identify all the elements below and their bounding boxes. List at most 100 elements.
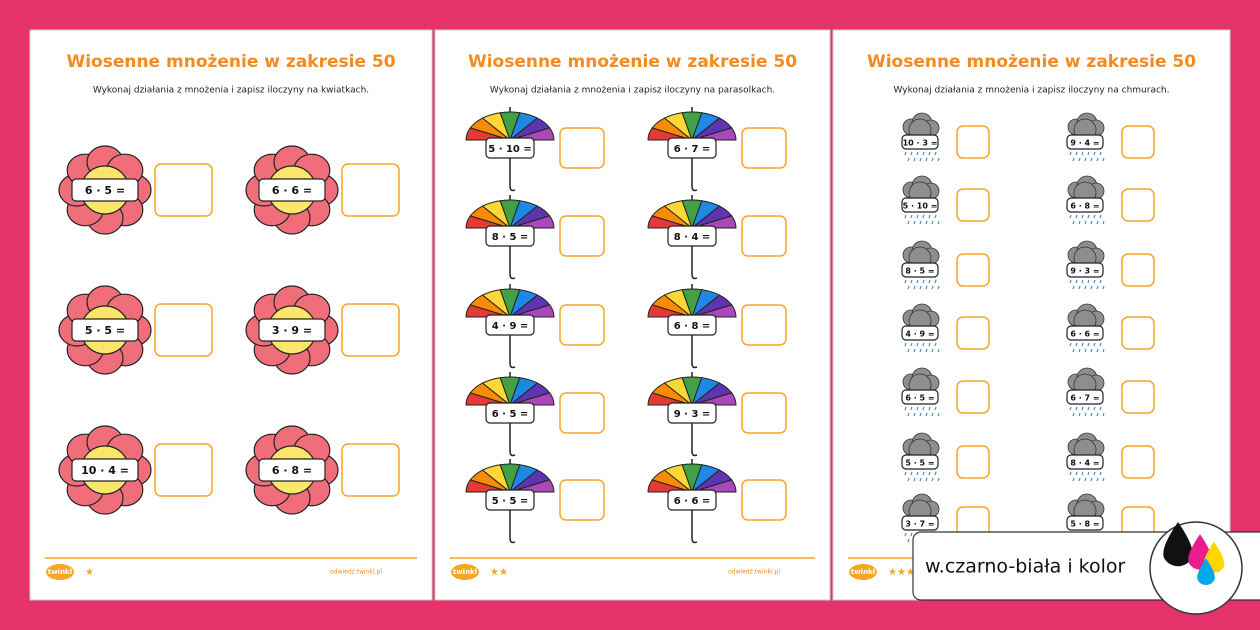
raindrop [1075, 279, 1078, 284]
equation: 5 · 5 = [492, 496, 529, 507]
equation: 9 · 3 = [1070, 267, 1099, 276]
raindrop [931, 157, 934, 162]
umbrella-panel [691, 127, 737, 141]
raindrop [904, 151, 907, 156]
equation-box [485, 225, 535, 247]
raindrop [916, 279, 919, 284]
equation: 10 · 4 = [81, 464, 129, 477]
umbrella-handle [509, 508, 516, 544]
raindrop [1090, 157, 1093, 162]
answer-box [1121, 316, 1155, 350]
raindrop [928, 214, 931, 219]
raindrop [1093, 406, 1096, 411]
answer-box [956, 380, 990, 414]
equation: 3 · 7 = [905, 520, 934, 529]
raindrop [910, 214, 913, 219]
raindrop [1072, 285, 1075, 290]
raindrop [1069, 279, 1072, 284]
raindrop [1084, 157, 1087, 162]
umbrella-handle [509, 333, 516, 369]
raindrop [1069, 342, 1072, 347]
raindrop [934, 151, 937, 156]
raindrop [931, 285, 934, 290]
instruction: Wykonaj działania z mnożenia i zapisz il… [894, 86, 1170, 96]
raindrop [913, 412, 916, 417]
equation: 9 · 3 = [674, 409, 711, 420]
raindrop [1078, 348, 1081, 353]
equation-box [1066, 389, 1104, 405]
raindrop [937, 157, 940, 162]
raindrop [1090, 477, 1093, 482]
raindrop [904, 471, 907, 476]
raindrop [925, 412, 928, 417]
equation: 6 · 5 = [492, 409, 529, 420]
answer-box [559, 392, 605, 434]
raindrop [922, 279, 925, 284]
equation-box [258, 178, 326, 202]
answer-box [154, 443, 213, 497]
equation-box [485, 402, 535, 424]
raindrop [928, 406, 931, 411]
equation: 6 · 5 = [85, 184, 125, 197]
answer-box [956, 253, 990, 287]
ink-drop [1163, 522, 1193, 567]
raindrop [937, 348, 940, 353]
equation: 5 · 8 = [1070, 520, 1099, 529]
raindrop [907, 157, 910, 162]
umbrella-panel [691, 392, 737, 406]
answer-box [559, 215, 605, 257]
umbrella-panel [691, 215, 737, 229]
equation: 5 · 10 = [488, 144, 532, 155]
raindrop [1069, 406, 1072, 411]
equation: 8 · 4 = [1070, 459, 1099, 468]
equation-box [901, 515, 939, 531]
equation-box [1066, 134, 1104, 150]
raindrop [1072, 412, 1075, 417]
answer-box [1121, 445, 1155, 479]
logo: twinkl [453, 568, 477, 576]
raindrop [1090, 348, 1093, 353]
raindrop [1090, 412, 1093, 417]
raindrop [1102, 412, 1105, 417]
raindrop [907, 538, 910, 543]
raindrop [904, 342, 907, 347]
raindrop [910, 279, 913, 284]
worksheet [832, 29, 1231, 601]
raindrop [1093, 151, 1096, 156]
answer-box [741, 304, 787, 346]
raindrop [1099, 342, 1102, 347]
raindrop [1081, 151, 1084, 156]
raindrop [1087, 406, 1090, 411]
raindrop [1078, 412, 1081, 417]
difficulty-stars: ★ [85, 567, 94, 578]
raindrop [1096, 285, 1099, 290]
equation-box [1066, 262, 1104, 278]
raindrop [904, 279, 907, 284]
equation: 6 · 6 = [272, 184, 312, 197]
answer-box [741, 479, 787, 521]
raindrop [922, 214, 925, 219]
raindrop [925, 477, 928, 482]
equation: 6 · 7 = [674, 144, 711, 155]
answer-box [154, 163, 213, 217]
raindrop [904, 214, 907, 219]
answer-box [956, 125, 990, 159]
raindrop [1084, 477, 1087, 482]
difficulty-stars: ★★ [490, 567, 508, 578]
raindrop [928, 342, 931, 347]
raindrop [1096, 477, 1099, 482]
raindrop [1102, 157, 1105, 162]
raindrop [1078, 477, 1081, 482]
worksheet-title: Wiosenne mnożenie w zakresie 50 [468, 52, 797, 72]
raindrop [928, 151, 931, 156]
raindrop [1099, 279, 1102, 284]
equation-box [667, 489, 717, 511]
equation-box [901, 197, 939, 213]
equation-box [1066, 325, 1104, 341]
equation-box [71, 318, 139, 342]
raindrop [1075, 151, 1078, 156]
equation-box [258, 458, 326, 482]
umbrella-handle [691, 244, 698, 280]
equation-box [667, 225, 717, 247]
answer-box [741, 127, 787, 169]
